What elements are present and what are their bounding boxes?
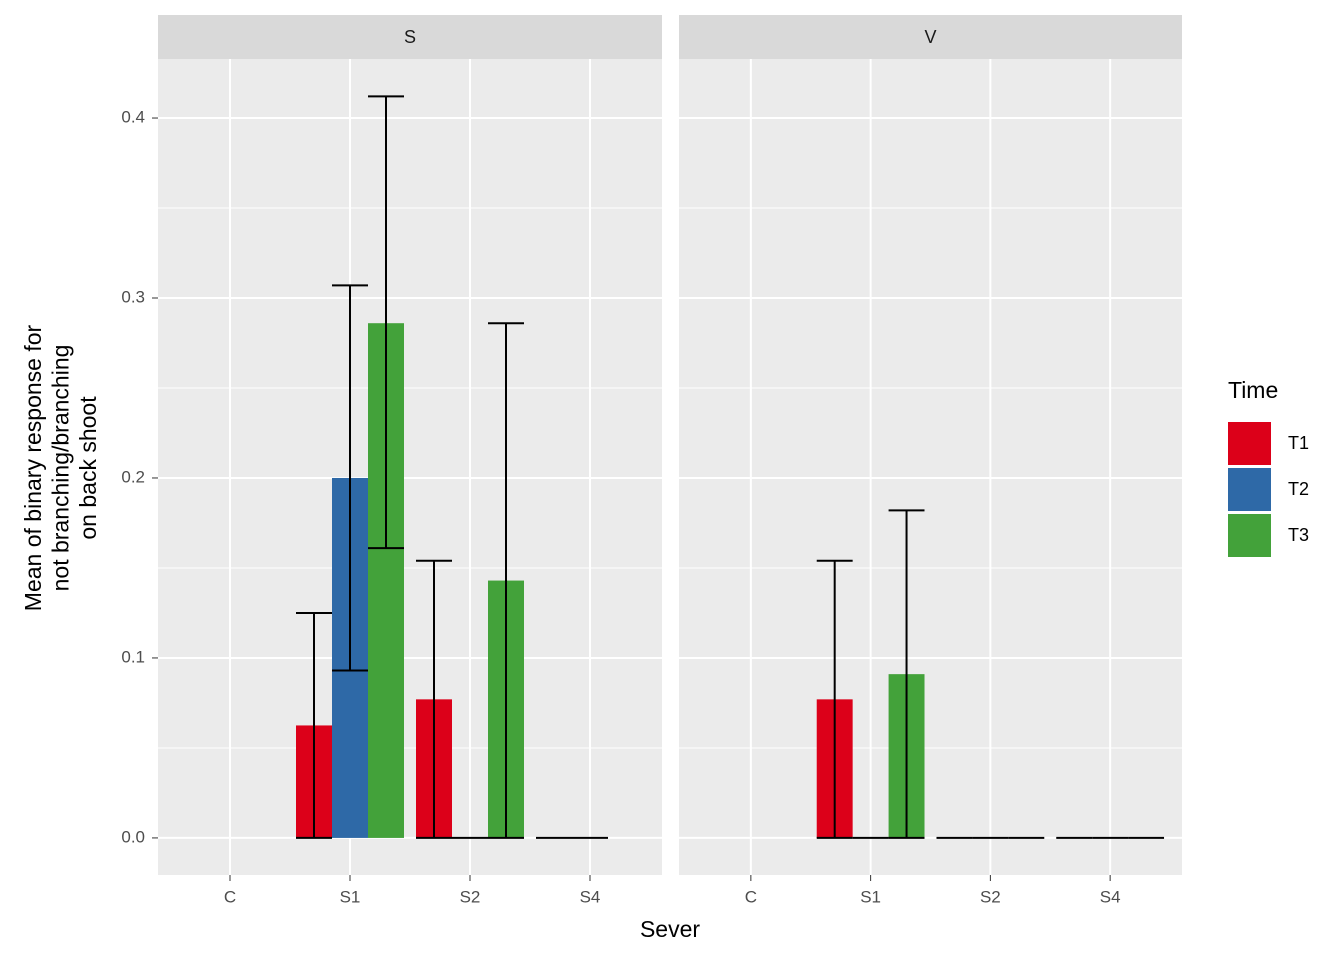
error-bar — [416, 559, 452, 839]
legend-key — [1228, 468, 1271, 511]
x-tick-label: S4 — [580, 887, 601, 906]
y-axis-title: Mean of binary response for — [20, 324, 46, 611]
legend-label: T2 — [1288, 479, 1309, 499]
error-bar — [816, 559, 853, 839]
error-bar — [296, 611, 332, 839]
x-tick-label: S4 — [1100, 887, 1121, 906]
legend-key — [1228, 514, 1271, 557]
y-axis-title: not branching/branching — [48, 345, 74, 592]
legend-title: Time — [1228, 377, 1278, 403]
error-bar — [888, 509, 925, 839]
strip — [679, 15, 1182, 59]
x-tick-label: S1 — [340, 887, 361, 906]
y-tick-label: 0.3 — [121, 287, 145, 306]
strip-label: V — [924, 27, 936, 47]
y-tick-label: 0.1 — [121, 647, 145, 666]
error-bar — [332, 284, 368, 672]
x-axis-title: Sever — [640, 916, 700, 942]
y-axis-title: on back shoot — [75, 396, 101, 540]
error-bar — [368, 95, 404, 550]
y-tick-label: 0.0 — [121, 827, 145, 846]
strip — [158, 15, 662, 59]
strip-label: S — [404, 27, 416, 47]
y-tick-label: 0.2 — [121, 467, 145, 486]
x-tick-label: S2 — [460, 887, 481, 906]
x-tick-label: C — [745, 887, 757, 906]
error-bar — [488, 322, 524, 839]
x-tick-label: S2 — [980, 887, 1001, 906]
panel-background — [158, 59, 662, 875]
y-tick-label: 0.4 — [121, 108, 145, 127]
legend-label: T3 — [1288, 525, 1309, 545]
panel-background — [679, 59, 1182, 875]
x-tick-label: C — [224, 887, 236, 906]
x-tick-label: S1 — [860, 887, 881, 906]
legend-label: T1 — [1288, 433, 1309, 453]
legend-key — [1228, 422, 1271, 465]
